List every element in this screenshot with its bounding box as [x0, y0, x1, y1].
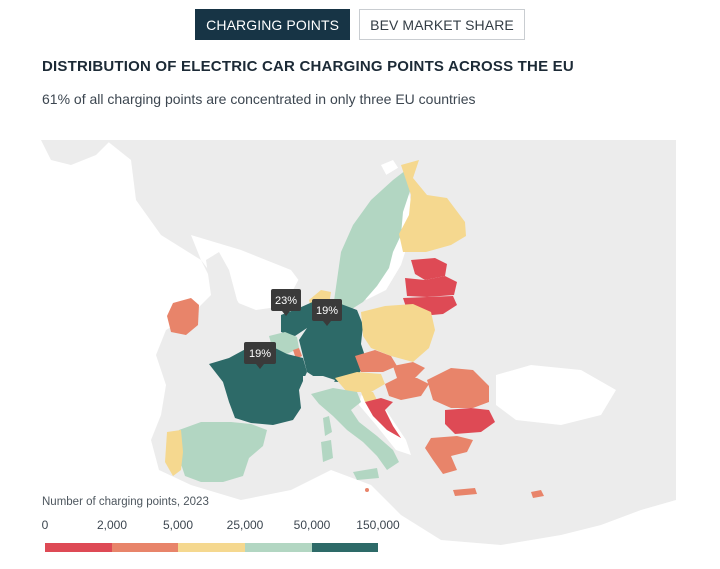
legend-swatch — [111, 543, 179, 552]
greenland-land — [41, 140, 111, 165]
chart-subtitle: 61% of all charging points are concentra… — [42, 91, 476, 107]
legend-swatch — [178, 543, 246, 552]
country-spain — [179, 422, 267, 482]
callout-germany-label: 19% — [316, 305, 338, 317]
callout-france: 19% — [244, 342, 276, 369]
country-portugal — [165, 430, 183, 476]
chart-title: DISTRIBUTION OF ELECTRIC CAR CHARGING PO… — [42, 58, 574, 75]
eu-choropleth-map: 23% 19% 19% — [41, 140, 676, 561]
legend-label: 0 — [41, 518, 49, 532]
legend-label: 50,000 — [293, 518, 331, 532]
country-estonia — [411, 258, 447, 280]
country-malta — [365, 488, 369, 492]
callout-netherlands: 23% — [271, 289, 301, 316]
legend-label: 150,000 — [356, 518, 400, 532]
legend-label: 25,000 — [226, 518, 264, 532]
country-sweden — [333, 170, 411, 312]
country-bulgaria — [445, 408, 495, 434]
tab-bev-market-share[interactable]: BEV MARKET SHARE — [359, 9, 525, 40]
country-corsica — [323, 416, 332, 436]
country-romania — [427, 368, 489, 408]
country-czechia — [355, 350, 397, 372]
country-uk — [206, 252, 251, 345]
callout-netherlands-label: 23% — [275, 295, 297, 307]
legend-labels: 0 2,000 5,000 25,000 50,000 150,000 — [0, 518, 720, 534]
country-belgium — [269, 332, 299, 354]
country-finland — [399, 160, 466, 252]
legend-swatch — [311, 543, 379, 552]
country-poland — [361, 304, 435, 362]
country-slovenia — [361, 392, 377, 402]
tab-bar: CHARGING POINTS BEV MARKET SHARE — [0, 9, 720, 40]
country-sardinia — [321, 440, 333, 462]
sea-region — [41, 140, 676, 561]
legend-title: Number of charging points, 2023 — [42, 496, 209, 508]
legend-swatch — [245, 543, 312, 552]
country-hungary — [385, 378, 429, 400]
callout-germany: 19% — [312, 299, 342, 326]
country-switzerland — [303, 376, 335, 394]
country-crete — [453, 488, 477, 496]
legend-label: 5,000 — [162, 518, 194, 532]
country-italy — [311, 388, 399, 470]
legend-label: 2,000 — [96, 518, 128, 532]
country-latvia — [405, 276, 457, 297]
legend-color-scale — [45, 543, 379, 552]
country-greece — [425, 436, 473, 474]
country-france — [209, 345, 307, 425]
legend-swatch — [45, 543, 112, 552]
country-croatia — [365, 398, 401, 438]
black-sea — [496, 365, 616, 425]
country-cyprus — [531, 490, 544, 498]
country-norway — [293, 158, 436, 308]
country-sicily — [353, 468, 379, 480]
country-austria — [335, 372, 385, 392]
country-ireland — [167, 298, 199, 335]
tab-charging-points[interactable]: CHARGING POINTS — [195, 9, 351, 40]
callout-france-label: 19% — [249, 348, 271, 360]
country-slovakia — [393, 362, 425, 378]
